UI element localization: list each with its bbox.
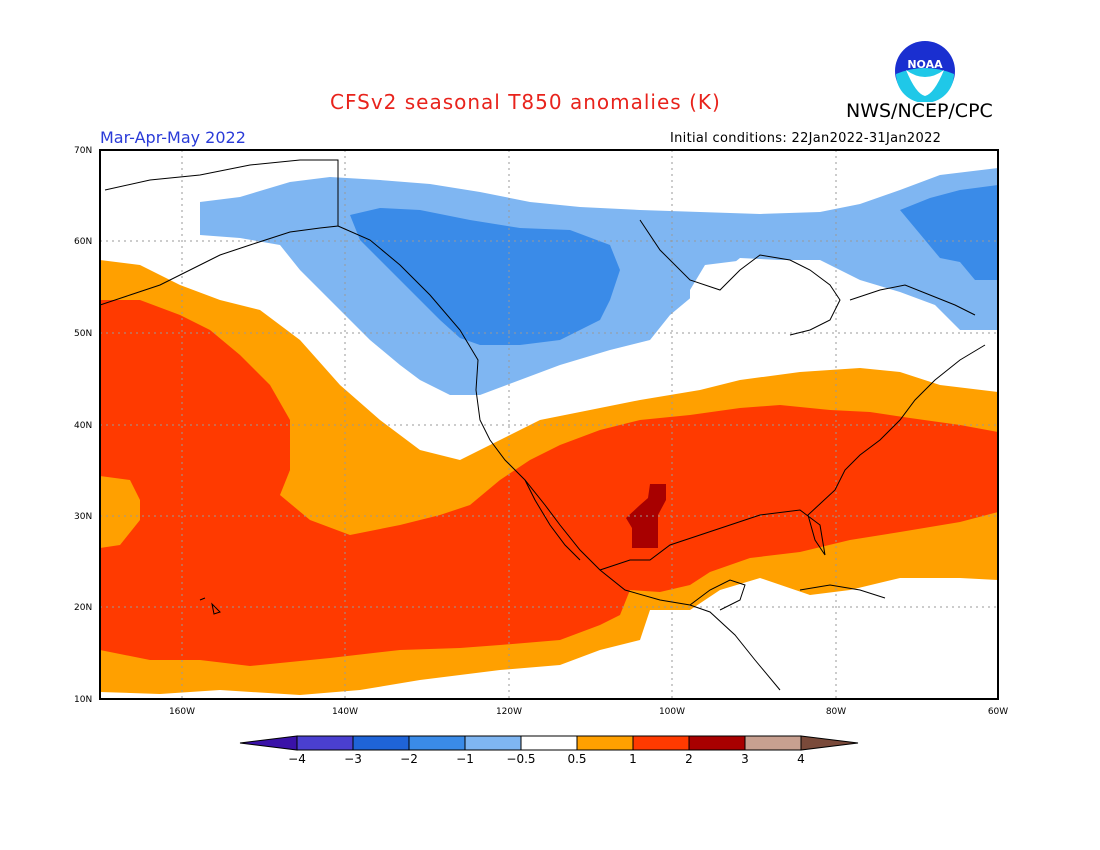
latitude-labels: 70N 60N 50N 40N 30N 20N 10N [74, 146, 92, 705]
colorbar [239, 735, 859, 751]
anomaly-region-orange-west [100, 476, 140, 548]
forecast-period: Mar-Apr-May 2022 [100, 128, 246, 147]
colorbar-label: 0.5 [567, 752, 587, 766]
coastline-cuba [799, 584, 886, 599]
colorbar-swatch [352, 735, 410, 751]
colorbar-swatch [408, 735, 466, 751]
lon-label: 120W [496, 707, 522, 717]
colorbar-label: −2 [400, 752, 418, 766]
colorbar-label: −1 [456, 752, 474, 766]
coastlines [100, 159, 986, 691]
coastline-gulf [599, 344, 986, 571]
graticule [100, 150, 998, 699]
colorbar-label: 1 [629, 752, 637, 766]
colorbar-label: −3 [344, 752, 362, 766]
lon-label: 80W [826, 707, 846, 717]
colorbar-swatch [576, 735, 634, 751]
logo-text: NOAA [907, 58, 943, 71]
lat-label: 50N [74, 329, 92, 339]
lat-label: 20N [74, 603, 92, 613]
coastline-yucatan [689, 579, 746, 611]
colorbar-label: 4 [797, 752, 805, 766]
anomaly-region-red [100, 300, 998, 666]
colorbar-swatch [464, 735, 522, 751]
neutral-region-north [100, 150, 998, 215]
lat-label: 10N [74, 695, 92, 705]
colorbar-label: −4 [288, 752, 306, 766]
colorbar-swatch [296, 735, 354, 751]
map-title: CFSv2 seasonal T850 anomalies (K) [330, 90, 721, 114]
coastline-hawaii [199, 597, 221, 615]
anomaly-region-midblue-east [900, 185, 998, 280]
longitude-labels: 160W 140W 120W 100W 80W 60W [169, 707, 1008, 717]
lat-label: 30N [74, 512, 92, 522]
coastline-west [337, 225, 781, 691]
coastline-labrador [849, 284, 976, 316]
initial-conditions: Initial conditions: 22Jan2022-31Jan2022 [670, 131, 942, 146]
lon-label: 160W [169, 707, 195, 717]
colorbar-swatch [520, 735, 578, 751]
anomaly-fields [100, 150, 998, 699]
lon-label: 60W [988, 707, 1008, 717]
lat-label: 70N [74, 146, 92, 156]
noaa-logo-icon: NOAA [895, 41, 955, 102]
colorbar-label: 2 [685, 752, 693, 766]
colorbar-label: −0.5 [506, 752, 536, 766]
colorbar-arrow-left [239, 735, 298, 751]
lat-label: 40N [74, 421, 92, 431]
coastline-hudson [639, 219, 841, 336]
colorbar-swatch [688, 735, 746, 751]
lon-label: 140W [332, 707, 358, 717]
lon-label: 100W [659, 707, 685, 717]
neutral-region-hudson [690, 260, 950, 370]
colorbar-swatch [632, 735, 690, 751]
colorbar-label: 3 [741, 752, 749, 766]
organization-label: NWS/NCEP/CPC [846, 100, 993, 122]
colorbar-swatch [744, 735, 802, 751]
anomaly-region-midblue [350, 208, 620, 345]
map-frame [99, 149, 999, 700]
coastline-baja [524, 479, 581, 561]
neutral-region-caribbean [600, 580, 998, 699]
lat-label: 60N [74, 237, 92, 247]
coastline-alaska [100, 159, 339, 306]
colorbar-arrow-right [800, 735, 859, 751]
